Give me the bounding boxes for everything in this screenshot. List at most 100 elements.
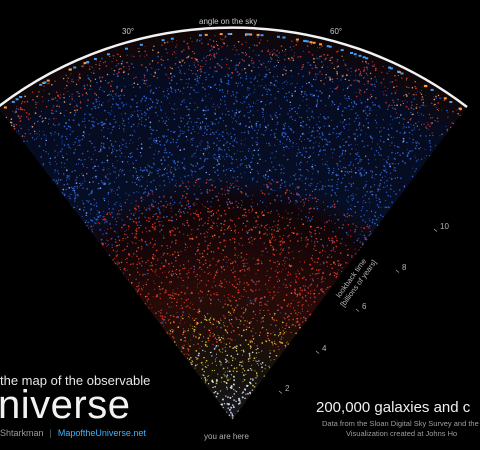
galaxy-point — [202, 86, 204, 89]
galaxy-point — [251, 62, 253, 64]
galaxy-point — [217, 320, 220, 323]
galaxy-point — [125, 259, 127, 260]
galaxy-point — [217, 44, 219, 47]
galaxy-point — [278, 287, 280, 288]
galaxy-point — [190, 121, 192, 123]
galaxy-point — [89, 66, 91, 68]
galaxy-point — [255, 103, 257, 105]
galaxy-point — [159, 220, 161, 222]
galaxy-point — [19, 117, 21, 120]
galaxy-point — [173, 234, 175, 236]
galaxy-point — [223, 144, 225, 146]
galaxy-point — [176, 40, 178, 41]
galaxy-point — [125, 103, 127, 105]
galaxy-point — [232, 357, 234, 359]
galaxy-point — [155, 139, 158, 142]
galaxy-point — [229, 312, 232, 314]
galaxy-point — [278, 280, 280, 282]
galaxy-point — [266, 178, 269, 180]
galaxy-point — [143, 56, 145, 58]
galaxy-point — [233, 285, 235, 288]
galaxy-point — [308, 197, 310, 199]
galaxy-point — [216, 379, 218, 382]
galaxy-point — [397, 98, 399, 101]
galaxy-point — [275, 354, 278, 357]
galaxy-point — [114, 148, 116, 150]
galaxy-point — [212, 147, 214, 149]
galaxy-point — [172, 253, 174, 256]
galaxy-point — [90, 191, 93, 194]
galaxy-point — [186, 106, 188, 108]
galaxy-point — [200, 178, 202, 180]
galaxy-point — [115, 223, 117, 226]
galaxy-point — [213, 153, 216, 156]
galaxy-point — [217, 149, 220, 151]
galaxy-point — [180, 339, 182, 341]
galaxy-point — [245, 186, 247, 188]
galaxy-point — [218, 349, 221, 351]
galaxy-point — [187, 181, 189, 183]
galaxy-point — [236, 304, 239, 307]
galaxy-point — [69, 133, 72, 136]
galaxy-point — [279, 355, 281, 357]
galaxy-point — [334, 191, 336, 194]
galaxy-point — [313, 142, 315, 144]
galaxy-point — [275, 275, 278, 278]
galaxy-point — [362, 77, 365, 79]
galaxy-point — [204, 376, 206, 379]
galaxy-point — [122, 249, 124, 252]
galaxy-point — [74, 111, 77, 114]
galaxy-point — [355, 69, 357, 71]
galaxy-point — [401, 77, 403, 79]
galaxy-point — [131, 155, 133, 158]
galaxy-point — [169, 196, 172, 199]
galaxy-point — [267, 212, 269, 214]
galaxy-point — [233, 376, 235, 378]
galaxy-point — [20, 102, 23, 105]
galaxy-point — [248, 237, 250, 239]
galaxy-point — [373, 184, 375, 186]
galaxy-point — [379, 214, 382, 217]
galaxy-point — [126, 62, 128, 64]
galaxy-point — [199, 65, 202, 68]
galaxy-point — [395, 90, 397, 92]
galaxy-point — [291, 57, 293, 59]
galaxy-point — [222, 248, 224, 250]
galaxy-point — [198, 332, 200, 334]
galaxy-point — [159, 267, 162, 270]
galaxy-point — [310, 257, 313, 260]
galaxy-point — [166, 245, 168, 247]
galaxy-point — [359, 72, 362, 75]
galaxy-point — [180, 291, 183, 294]
galaxy-point — [403, 185, 405, 187]
galaxy-point — [232, 395, 234, 398]
galaxy-point — [70, 73, 72, 75]
galaxy-point — [148, 103, 150, 105]
galaxy-point — [217, 192, 220, 194]
galaxy-point — [26, 100, 29, 103]
galaxy-point — [296, 83, 298, 85]
galaxy-point — [355, 112, 357, 114]
galaxy-point — [422, 104, 425, 107]
galaxy-point — [160, 200, 162, 203]
galaxy-point — [287, 236, 289, 238]
galaxy-point — [112, 259, 114, 261]
galaxy-point — [307, 220, 309, 222]
galaxy-point — [307, 243, 309, 245]
galaxy-point — [287, 251, 290, 254]
galaxy-point — [256, 344, 258, 347]
galaxy-point — [251, 302, 253, 305]
galaxy-point — [157, 258, 159, 260]
galaxy-point — [334, 251, 336, 253]
galaxy-point — [220, 282, 222, 285]
galaxy-point — [280, 338, 283, 341]
galaxy-point — [343, 127, 345, 129]
galaxy-point — [333, 67, 336, 70]
galaxy-point — [76, 90, 79, 93]
galaxy-point — [236, 166, 239, 168]
galaxy-point — [187, 234, 189, 236]
galaxy-point — [305, 246, 307, 248]
galaxy-point — [349, 163, 352, 165]
galaxy-point — [264, 209, 265, 211]
galaxy-point — [283, 146, 285, 149]
